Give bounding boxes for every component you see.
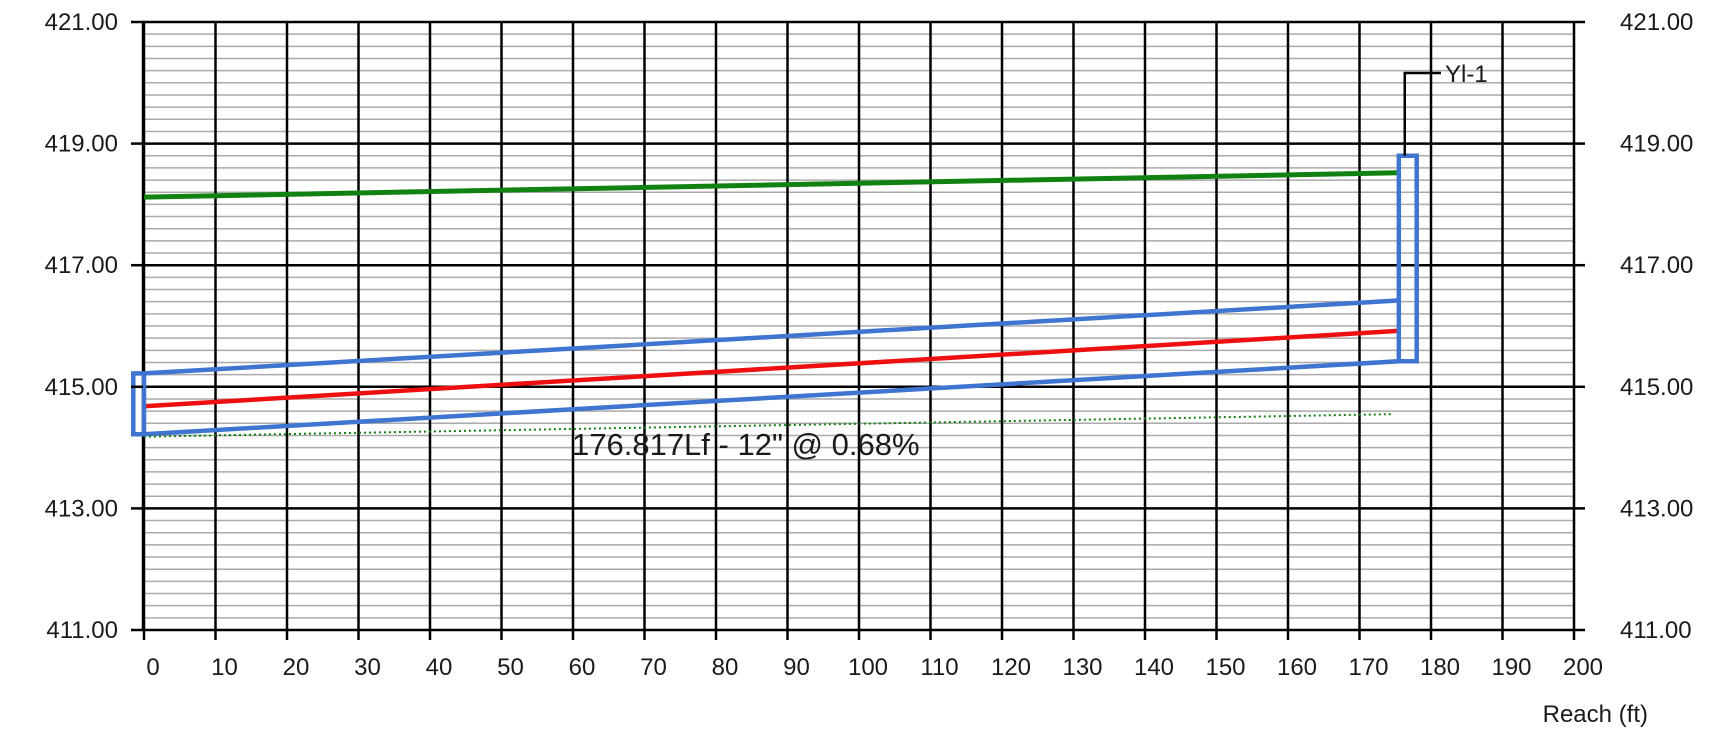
series-hgl [143, 328, 1399, 409]
x-tick-label: 160 [1277, 654, 1317, 681]
y-tick-label-right: 413.00 [1620, 495, 1693, 522]
structure-yl-1 [1396, 153, 1419, 364]
x-tick-label: 10 [211, 654, 238, 681]
y-tick-label-left: 421.00 [45, 9, 118, 36]
x-tick-label: 170 [1348, 654, 1388, 681]
x-tick-label: 110 [920, 654, 958, 681]
y-tick-label-right: 417.00 [1620, 252, 1693, 279]
x-tick-label: 180 [1420, 654, 1460, 681]
series-egl [143, 170, 1399, 200]
x-tick-label: 70 [640, 654, 667, 681]
x-tick-label: 40 [426, 654, 453, 681]
x-tick-label: 50 [497, 654, 524, 681]
series-layer [143, 170, 1399, 438]
x-tick-label: 90 [783, 654, 810, 681]
node-label: Yl-1 [1445, 61, 1488, 88]
structure-layer [131, 71, 1441, 437]
label-layer: Reach (ft) 176.817Lf - 12" @ 0.68% Yl-1 [572, 61, 1648, 728]
x-tick-label: 140 [1134, 654, 1174, 681]
x-tick-label: 130 [1062, 654, 1102, 681]
x-tick-label: 190 [1491, 654, 1531, 681]
y-tick-label-left: 413.00 [45, 495, 118, 522]
x-tick-label: 0 [146, 654, 159, 681]
series-pipe-crown [143, 298, 1399, 376]
node-leader-line [1403, 71, 1441, 156]
x-tick-label: 30 [354, 654, 381, 681]
x-tick-label: 80 [712, 654, 739, 681]
y-tick-label-right: 415.00 [1620, 374, 1693, 401]
y-tick-label-left: 417.00 [45, 252, 118, 279]
x-axis-title: Reach (ft) [1543, 701, 1648, 728]
series-pipe-invert [143, 359, 1399, 437]
y-tick-label-right: 411.00 [1620, 617, 1692, 644]
x-tick-label: 200 [1563, 654, 1603, 681]
x-tick-label: 120 [991, 654, 1031, 681]
tick-layer: 411.00 411.00 413.00 413.00 415.00 415.00 417.… [45, 9, 1694, 681]
y-tick-label-left: 411.00 [46, 617, 118, 644]
pipe-annotation: 176.817Lf - 12" @ 0.68% [572, 427, 920, 462]
x-tick-label: 150 [1205, 654, 1245, 681]
upstream-structure [131, 371, 147, 437]
y-tick-label-right: 421.00 [1620, 9, 1693, 36]
y-tick-label-left: 419.00 [45, 131, 118, 158]
x-tick-label: 60 [569, 654, 596, 681]
y-tick-label-left: 415.00 [45, 374, 118, 401]
y-tick-label-right: 419.00 [1620, 131, 1693, 158]
x-tick-label: 100 [848, 654, 888, 681]
x-tick-label: 20 [283, 654, 310, 681]
